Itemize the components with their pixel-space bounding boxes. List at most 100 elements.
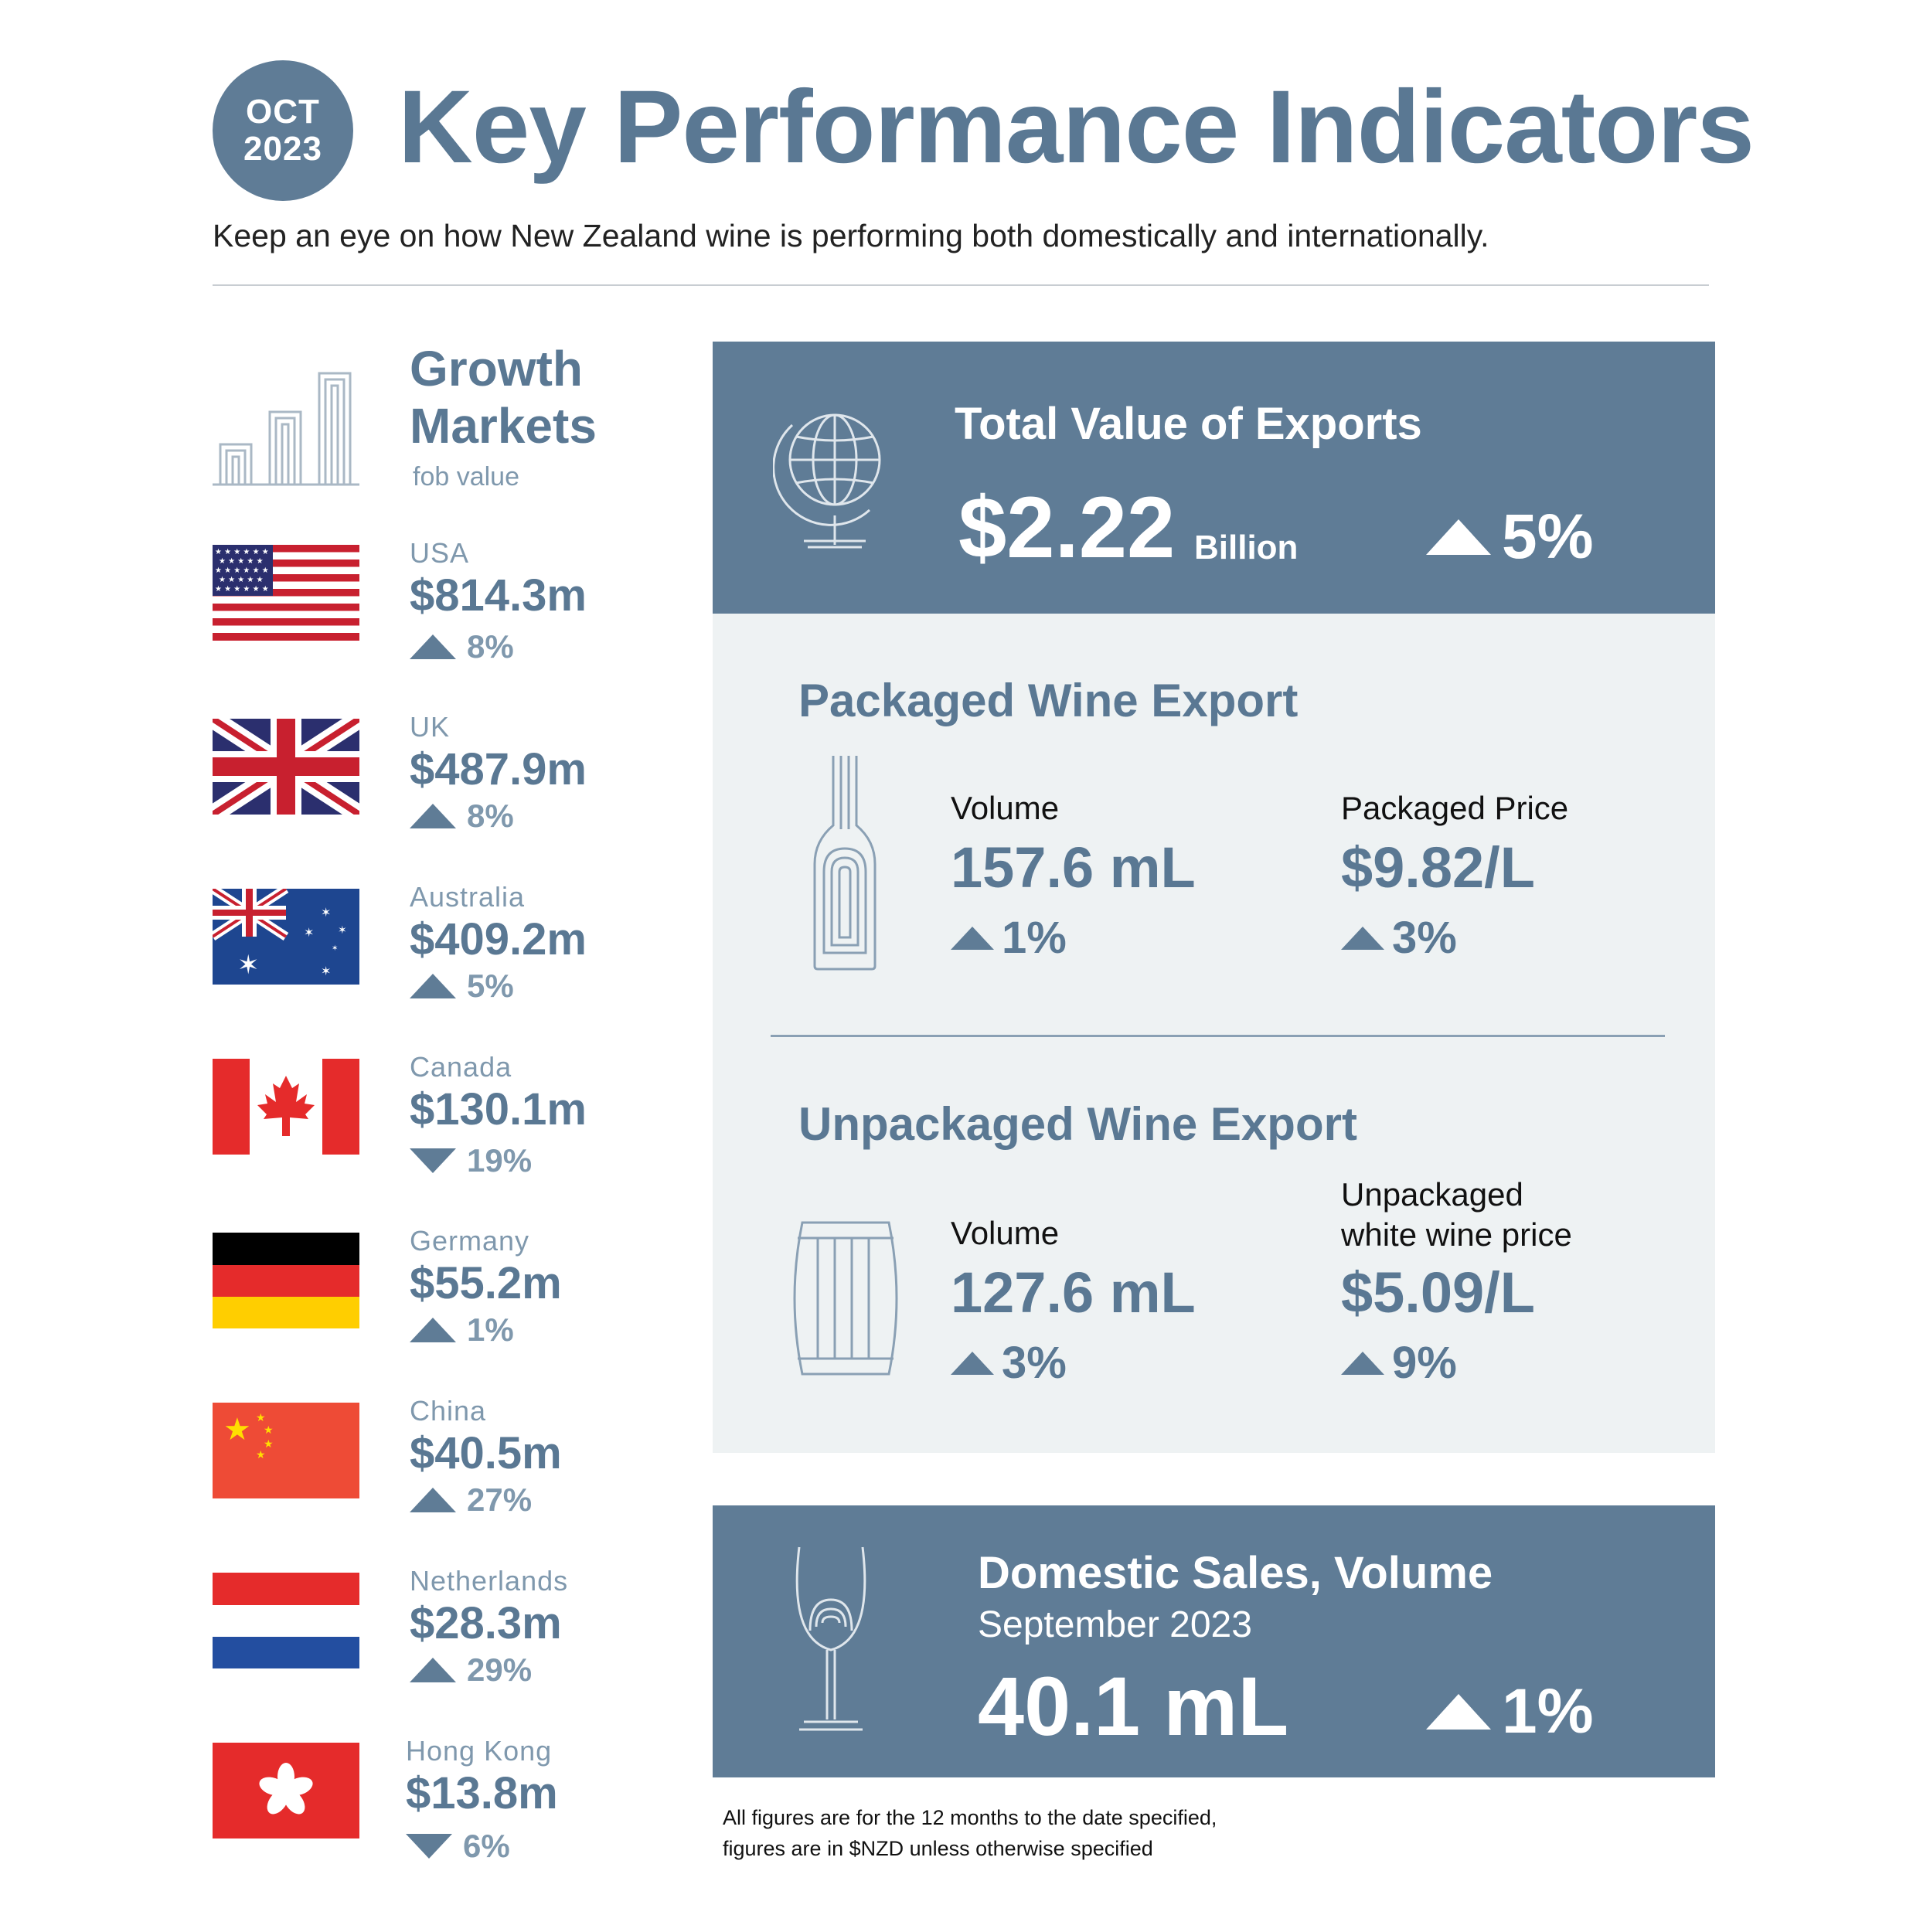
- page-subtitle: Keep an eye on how New Zealand wine is p…: [213, 218, 1489, 253]
- domestic-change-value: 1%: [1502, 1676, 1594, 1747]
- footnote: All figures are for the 12 months to the…: [723, 1802, 1217, 1864]
- total-exports-title: Total Value of Exports: [955, 399, 1422, 449]
- market-item-hong-kong: Hong Kong $13.8m 6%: [213, 1735, 676, 1874]
- market-change-value: 29%: [467, 1651, 533, 1688]
- market-change: 5%: [410, 968, 514, 1005]
- packaged-volume-change-value: 1%: [1002, 913, 1067, 963]
- market-value: $40.5m: [410, 1428, 562, 1478]
- market-change-value: 19%: [467, 1142, 533, 1179]
- market-name: USA: [410, 537, 470, 569]
- market-value: $487.9m: [410, 744, 587, 794]
- unpackaged-volume-change: 3%: [951, 1337, 1067, 1389]
- domestic-period: September 2023: [978, 1604, 1252, 1645]
- svg-text:✶: ✶: [332, 944, 338, 953]
- up-arrow-icon: [1341, 926, 1384, 950]
- up-arrow-icon: [410, 974, 456, 998]
- page-title: Key Performance Indicators: [398, 70, 1755, 185]
- unpackaged-price-label-line2: white wine price: [1341, 1216, 1572, 1253]
- unpackaged-price-change: 9%: [1341, 1337, 1457, 1389]
- market-change: 8%: [410, 628, 514, 665]
- unpackaged-price-label: Unpackaged white wine price: [1341, 1175, 1572, 1255]
- svg-text:★ ★ ★ ★ ★: ★ ★ ★ ★ ★: [219, 576, 264, 584]
- bar-chart-icon: [213, 372, 359, 486]
- up-arrow-icon: [1426, 519, 1491, 555]
- wine-bottle-icon: [813, 756, 877, 971]
- unpackaged-price-value: $5.09/L: [1341, 1260, 1535, 1325]
- market-value: $13.8m: [406, 1768, 558, 1818]
- up-arrow-icon: [1341, 1351, 1384, 1375]
- svg-text:★: ★: [264, 1438, 274, 1451]
- australia-flag-icon: ✶ ✶✶ ✶✶✶: [213, 889, 359, 985]
- market-change: 1%: [410, 1311, 514, 1349]
- up-arrow-icon: [410, 634, 456, 659]
- market-value: $55.2m: [410, 1258, 562, 1308]
- market-value: $409.2m: [410, 914, 587, 964]
- market-value: $130.1m: [410, 1084, 587, 1134]
- market-change-value: 6%: [463, 1828, 510, 1864]
- market-name: UK: [410, 711, 451, 743]
- growth-markets-title: Growth Markets: [410, 340, 597, 454]
- svg-text:★ ★ ★ ★ ★ ★: ★ ★ ★ ★ ★ ★: [215, 566, 269, 575]
- header-divider: [213, 284, 1709, 286]
- unpackaged-price-change-value: 9%: [1392, 1338, 1457, 1388]
- packaged-price-value: $9.82/L: [1341, 835, 1535, 900]
- up-arrow-icon: [410, 804, 456, 828]
- globe-icon: [773, 413, 881, 549]
- up-arrow-icon: [410, 1488, 456, 1512]
- packaged-volume-change: 1%: [951, 912, 1067, 964]
- market-item-australia: ✶ ✶ ✶ ✶ ✶ ✶ Australia $409.2m 5%: [213, 881, 676, 1020]
- market-change: 6%: [406, 1828, 510, 1865]
- svg-text:★ ★ ★ ★ ★: ★ ★ ★ ★ ★: [219, 557, 264, 566]
- barrel-icon: [793, 1221, 898, 1376]
- wine-glass-icon: [795, 1546, 866, 1731]
- down-arrow-icon: [406, 1834, 452, 1859]
- svg-text:✶: ✶: [321, 905, 331, 920]
- svg-text:✶: ✶: [237, 950, 260, 981]
- domestic-title: Domestic Sales, Volume: [978, 1548, 1493, 1598]
- market-name: Australia: [410, 881, 526, 913]
- market-change-value: 1%: [467, 1311, 514, 1348]
- unpackaged-volume-label: Volume: [951, 1215, 1060, 1251]
- market-change-value: 8%: [467, 798, 514, 834]
- unpackaged-volume-value: 127.6 mL: [951, 1260, 1196, 1325]
- footnote-line2: figures are in $NZD unless otherwise spe…: [723, 1837, 1153, 1860]
- canada-flag-icon: [213, 1059, 359, 1155]
- uk-flag-icon: [213, 719, 359, 815]
- usa-flag-icon: ★ ★ ★ ★ ★ ★★ ★ ★ ★ ★ ★ ★ ★ ★ ★ ★★ ★ ★ ★ …: [213, 545, 359, 641]
- market-name: China: [410, 1395, 487, 1427]
- svg-text:✶: ✶: [321, 964, 331, 978]
- date-badge: OCT 2023: [213, 60, 353, 201]
- svg-text:★ ★ ★ ★ ★ ★: ★ ★ ★ ★ ★ ★: [215, 585, 269, 594]
- svg-text:★: ★: [223, 1412, 251, 1447]
- market-change-value: 27%: [467, 1481, 533, 1518]
- market-change: 29%: [410, 1651, 532, 1689]
- market-change: 8%: [410, 798, 514, 835]
- market-name: Netherlands: [410, 1565, 569, 1597]
- unpackaged-title: Unpackaged Wine Export: [798, 1098, 1357, 1150]
- up-arrow-icon: [951, 1351, 994, 1375]
- netherlands-flag-icon: [213, 1573, 359, 1668]
- panel-divider: [771, 1035, 1665, 1037]
- market-name: Germany: [410, 1225, 530, 1257]
- svg-text:★: ★: [256, 1449, 266, 1461]
- market-item-china: ★ ★ ★ ★ ★ China $40.5m 27%: [213, 1395, 676, 1534]
- wine-export-panel: [713, 614, 1715, 1453]
- market-change: 27%: [410, 1481, 532, 1519]
- packaged-price-change-value: 3%: [1392, 913, 1457, 963]
- svg-text:★ ★ ★ ★ ★ ★: ★ ★ ★ ★ ★ ★: [215, 548, 269, 556]
- total-exports-panel: [713, 342, 1715, 614]
- packaged-volume-label: Volume: [951, 790, 1060, 826]
- market-item-netherlands: Netherlands $28.3m 29%: [213, 1565, 676, 1704]
- svg-text:✶: ✶: [338, 924, 347, 937]
- domestic-value: 40.1 mL: [978, 1659, 1289, 1753]
- up-arrow-icon: [951, 926, 994, 950]
- badge-year: 2023: [243, 130, 322, 168]
- packaged-title: Packaged Wine Export: [798, 675, 1299, 726]
- unpackaged-volume-change-value: 3%: [1002, 1338, 1067, 1388]
- growth-title-line2: Markets: [410, 398, 597, 454]
- total-exports-change-value: 5%: [1502, 502, 1594, 572]
- market-change: 19%: [410, 1142, 532, 1179]
- up-arrow-icon: [410, 1658, 456, 1682]
- total-exports-unit: Billion: [1194, 529, 1299, 566]
- growth-markets-subtitle: fob value: [413, 462, 519, 492]
